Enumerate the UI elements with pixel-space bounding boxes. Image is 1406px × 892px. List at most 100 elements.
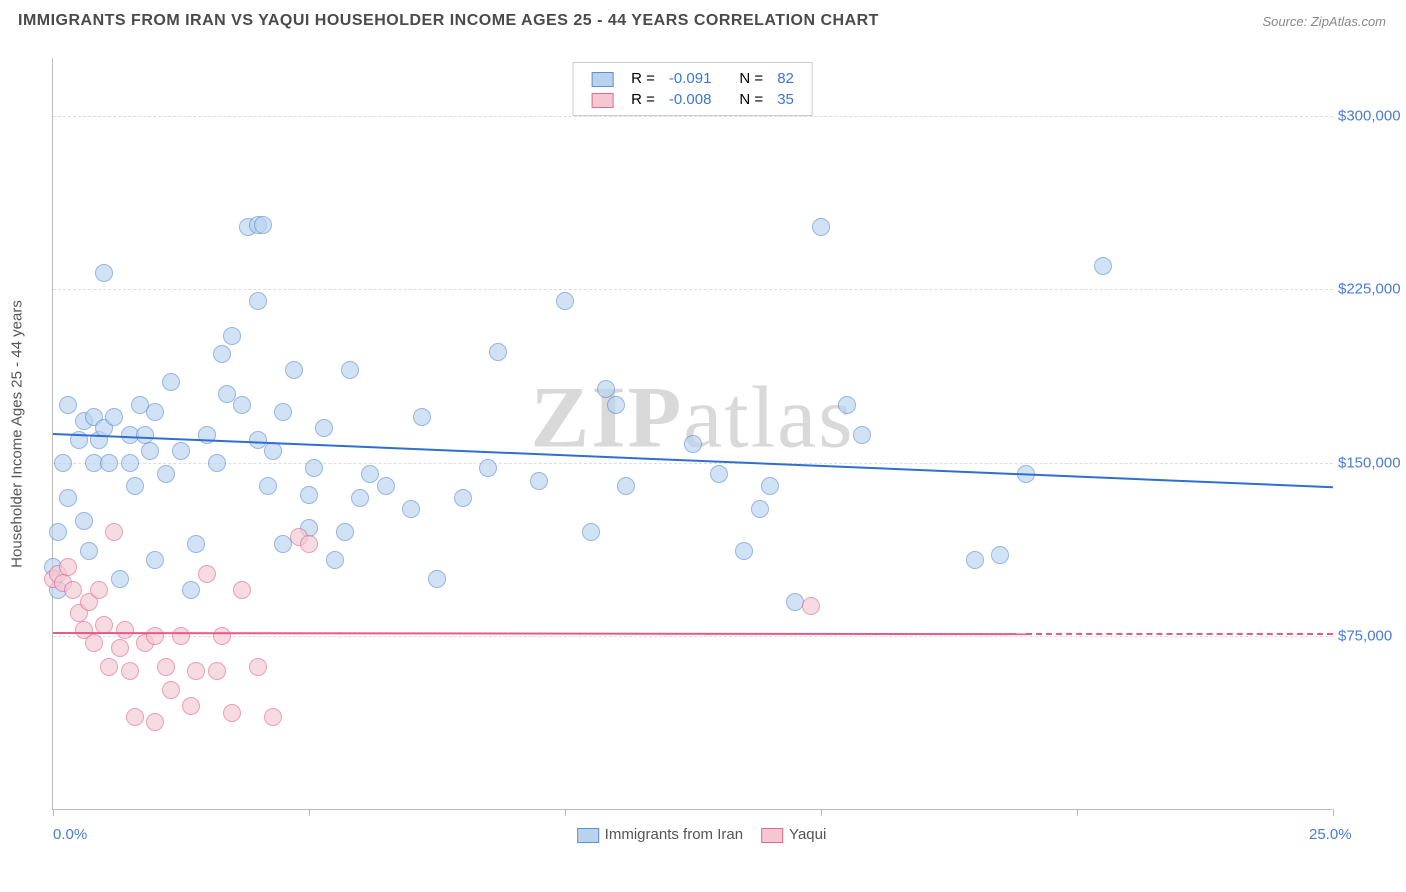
data-point — [751, 500, 769, 518]
legend-swatch — [591, 72, 613, 87]
data-point — [341, 361, 359, 379]
data-point — [361, 465, 379, 483]
data-point — [479, 459, 497, 477]
data-point — [75, 512, 93, 530]
y-axis-title: Householder Income Ages 25 - 44 years — [9, 300, 26, 568]
data-point — [59, 396, 77, 414]
trend-line — [53, 632, 1026, 635]
data-point — [198, 565, 216, 583]
data-point — [853, 426, 871, 444]
chart-title: IMMIGRANTS FROM IRAN VS YAQUI HOUSEHOLDE… — [18, 12, 879, 30]
data-point — [413, 408, 431, 426]
data-point — [111, 570, 129, 588]
legend-r-label: R = — [625, 90, 661, 109]
legend-n-value: 35 — [771, 90, 800, 109]
data-point — [141, 442, 159, 460]
trend-line-dashed — [1026, 633, 1333, 635]
data-point — [54, 454, 72, 472]
data-point — [172, 627, 190, 645]
x-tick-label: 0.0% — [53, 826, 87, 843]
data-point — [126, 477, 144, 495]
data-point — [187, 662, 205, 680]
y-tick-label: $225,000 — [1338, 281, 1406, 298]
x-tick — [821, 809, 822, 816]
legend-series-label: Yaqui — [789, 826, 826, 843]
data-point — [300, 486, 318, 504]
y-tick-label: $150,000 — [1338, 454, 1406, 471]
data-point — [59, 558, 77, 576]
data-point — [208, 454, 226, 472]
data-point — [146, 403, 164, 421]
data-point — [223, 704, 241, 722]
data-point — [121, 662, 139, 680]
data-point — [172, 442, 190, 460]
data-point — [305, 459, 323, 477]
data-point — [259, 477, 277, 495]
data-point — [802, 597, 820, 615]
data-point — [64, 581, 82, 599]
legend-r-value: -0.091 — [663, 69, 718, 88]
gridline — [53, 289, 1333, 290]
legend-n-value: 82 — [771, 69, 800, 88]
data-point — [582, 523, 600, 541]
data-point — [377, 477, 395, 495]
data-point — [162, 681, 180, 699]
data-point — [351, 489, 369, 507]
data-point — [121, 454, 139, 472]
data-point — [223, 327, 241, 345]
data-point — [213, 345, 231, 363]
data-point — [126, 708, 144, 726]
legend-correlation: R =-0.091N =82R =-0.008N =35 — [572, 62, 813, 116]
data-point — [85, 634, 103, 652]
data-point — [761, 477, 779, 495]
watermark: ZIPatlas — [531, 368, 855, 469]
data-point — [249, 292, 267, 310]
data-point — [95, 264, 113, 282]
data-point — [300, 535, 318, 553]
legend-swatch — [591, 93, 613, 108]
data-point — [530, 472, 548, 490]
x-tick — [1077, 809, 1078, 816]
data-point — [157, 465, 175, 483]
legend-r-value: -0.008 — [663, 90, 718, 109]
y-tick-label: $300,000 — [1338, 107, 1406, 124]
data-point — [233, 396, 251, 414]
data-point — [735, 542, 753, 560]
legend-swatch — [761, 828, 783, 843]
data-point — [285, 361, 303, 379]
data-point — [157, 658, 175, 676]
data-point — [454, 489, 472, 507]
data-point — [146, 551, 164, 569]
data-point — [402, 500, 420, 518]
data-point — [233, 581, 251, 599]
data-point — [336, 523, 354, 541]
scatter-plot: ZIPatlas Householder Income Ages 25 - 44… — [52, 58, 1332, 810]
data-point — [710, 465, 728, 483]
legend-series: Immigrants from Iran Yaqui — [559, 826, 827, 843]
y-tick-label: $75,000 — [1338, 628, 1406, 645]
legend-series-label: Immigrants from Iran — [605, 826, 743, 843]
data-point — [146, 627, 164, 645]
data-point — [597, 380, 615, 398]
data-point — [249, 431, 267, 449]
data-point — [90, 581, 108, 599]
data-point — [264, 442, 282, 460]
gridline — [53, 636, 1333, 637]
x-tick-label: 25.0% — [1309, 826, 1352, 843]
data-point — [607, 396, 625, 414]
data-point — [617, 477, 635, 495]
data-point — [116, 621, 134, 639]
data-point — [105, 523, 123, 541]
data-point — [428, 570, 446, 588]
data-point — [315, 419, 333, 437]
legend-r-label: R = — [625, 69, 661, 88]
data-point — [489, 343, 507, 361]
data-point — [105, 408, 123, 426]
data-point — [254, 216, 272, 234]
data-point — [111, 639, 129, 657]
data-point — [556, 292, 574, 310]
legend-swatch — [577, 828, 599, 843]
data-point — [100, 658, 118, 676]
data-point — [182, 697, 200, 715]
data-point — [49, 523, 67, 541]
